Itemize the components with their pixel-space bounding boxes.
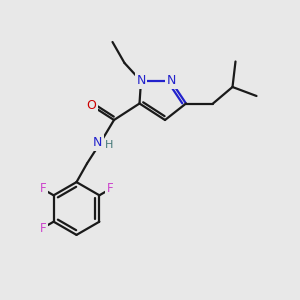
Text: N: N — [93, 136, 102, 149]
Text: O: O — [87, 99, 96, 112]
Text: F: F — [107, 182, 114, 196]
Text: F: F — [39, 182, 46, 196]
Text: H: H — [105, 140, 113, 151]
Text: N: N — [136, 74, 146, 87]
Text: N: N — [167, 74, 176, 87]
Text: F: F — [39, 221, 46, 235]
